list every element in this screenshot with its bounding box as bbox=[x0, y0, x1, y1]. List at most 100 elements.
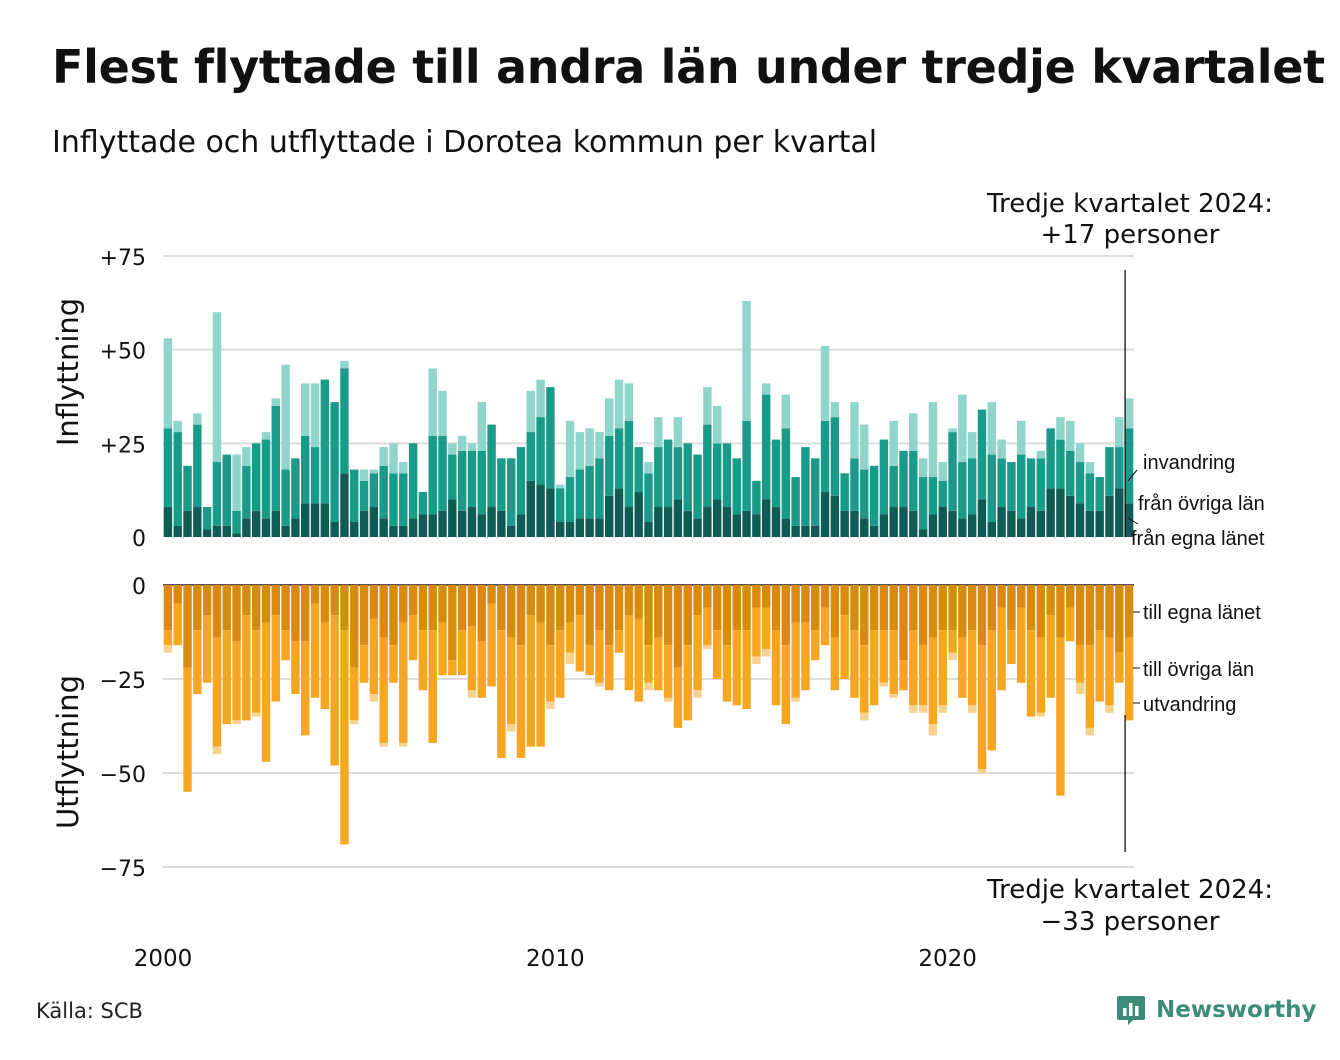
bar-out-ovriga bbox=[909, 630, 918, 706]
bar-in-ovriga bbox=[605, 435, 614, 496]
bar-in-egna bbox=[497, 510, 506, 537]
bar-out-egna bbox=[1066, 585, 1075, 608]
bar-out-ovriga bbox=[918, 645, 928, 706]
bar-in-ovriga bbox=[1124, 428, 1134, 504]
bar-out-egna bbox=[359, 585, 369, 646]
bar-in-ovriga bbox=[703, 424, 712, 508]
bar-out-egna bbox=[369, 585, 379, 619]
bar-in-egna bbox=[408, 518, 418, 537]
bar-out-ovriga bbox=[1036, 637, 1046, 713]
bar-out-ovriga bbox=[516, 645, 526, 758]
y-tick-label-top: +25 bbox=[100, 433, 146, 458]
bar-in-egna bbox=[418, 514, 428, 537]
bar-out-egna bbox=[575, 585, 585, 616]
bar-out-ovriga bbox=[1115, 652, 1124, 683]
bar-out-egna bbox=[330, 585, 339, 616]
bar-in-egna bbox=[1124, 503, 1134, 537]
bar-in-ovriga bbox=[791, 477, 800, 526]
bar-in-egna bbox=[771, 507, 781, 537]
bar-in-egna bbox=[575, 518, 585, 537]
bar-out-utvandring bbox=[1075, 682, 1085, 695]
bar-in-invandring bbox=[193, 413, 202, 425]
bar-out-egna bbox=[938, 585, 947, 631]
bar-in-egna bbox=[879, 514, 889, 537]
bar-in-invandring bbox=[212, 312, 222, 463]
bar-in-ovriga bbox=[193, 424, 202, 508]
bar-out-utvandring bbox=[644, 682, 653, 691]
bar-out-egna bbox=[860, 585, 869, 646]
bar-in-egna bbox=[585, 518, 594, 537]
bar-in-ovriga bbox=[1075, 462, 1085, 504]
bar-out-egna bbox=[987, 585, 996, 631]
bar-in-egna bbox=[1095, 510, 1104, 537]
bar-out-utvandring bbox=[1085, 727, 1095, 736]
bar-in-egna bbox=[909, 510, 918, 537]
bar-out-ovriga bbox=[379, 637, 388, 743]
bar-out-ovriga bbox=[193, 630, 202, 695]
bar-in-egna bbox=[761, 499, 771, 537]
bar-in-egna bbox=[193, 507, 202, 537]
bar-out-ovriga bbox=[1095, 630, 1104, 702]
bar-out-utvandring bbox=[693, 690, 702, 698]
bar-in-ovriga bbox=[742, 420, 751, 511]
bar-in-invandring bbox=[958, 394, 967, 463]
bar-in-invandring bbox=[536, 379, 545, 418]
bar-in-egna bbox=[997, 507, 1006, 537]
bar-in-ovriga bbox=[330, 402, 339, 523]
bar-in-ovriga bbox=[997, 458, 1006, 508]
bar-in-egna bbox=[399, 525, 408, 537]
bar-out-ovriga bbox=[369, 618, 379, 695]
bar-in-invandring bbox=[457, 435, 467, 451]
bar-in-egna bbox=[330, 522, 339, 537]
bar-in-invandring bbox=[1066, 420, 1075, 451]
bar-out-ovriga bbox=[614, 630, 624, 653]
bar-out-egna bbox=[556, 585, 565, 631]
bar-out-egna bbox=[585, 585, 594, 646]
bar-in-invandring bbox=[742, 300, 751, 421]
bar-out-ovriga bbox=[752, 607, 761, 657]
bar-out-egna bbox=[497, 585, 506, 631]
bar-out-egna bbox=[1056, 585, 1065, 638]
bar-out-egna bbox=[516, 585, 526, 646]
chart-subtitle: Inflyttade och utflyttade i Dorotea komm… bbox=[52, 125, 878, 160]
outflow-bars bbox=[163, 585, 1134, 845]
bar-in-invandring bbox=[261, 432, 271, 440]
bar-out-ovriga bbox=[448, 660, 457, 676]
bar-in-egna bbox=[379, 518, 388, 537]
bar-out-ovriga bbox=[281, 630, 290, 661]
bar-in-egna bbox=[222, 525, 231, 537]
bar-in-ovriga bbox=[811, 458, 820, 526]
bar-in-ovriga bbox=[457, 450, 467, 511]
bar-out-egna bbox=[536, 585, 545, 623]
bar-in-invandring bbox=[379, 447, 388, 466]
bar-in-invandring bbox=[820, 345, 830, 421]
bar-out-egna bbox=[526, 585, 536, 616]
bar-in-ovriga bbox=[212, 462, 222, 526]
bar-in-ovriga bbox=[693, 454, 702, 519]
bar-out-utvandring bbox=[595, 682, 604, 687]
bar-in-egna bbox=[987, 522, 996, 537]
bar-in-ovriga bbox=[1026, 458, 1036, 508]
bar-in-ovriga bbox=[222, 454, 231, 526]
bar-in-ovriga bbox=[320, 379, 330, 504]
bar-out-egna bbox=[467, 585, 477, 627]
bar-in-invandring bbox=[448, 443, 457, 455]
bar-out-egna bbox=[644, 585, 653, 646]
bar-in-invandring bbox=[948, 428, 957, 433]
bar-out-utvandring bbox=[791, 697, 800, 702]
bar-out-ovriga bbox=[291, 641, 300, 695]
bar-in-egna bbox=[703, 507, 712, 537]
bar-out-ovriga bbox=[202, 615, 212, 683]
bar-in-ovriga bbox=[340, 368, 349, 474]
bar-in-invandring bbox=[850, 402, 859, 459]
bar-out-egna bbox=[350, 585, 359, 668]
bar-in-egna bbox=[291, 518, 300, 537]
bar-out-ovriga bbox=[556, 630, 565, 698]
bar-out-egna bbox=[634, 585, 643, 619]
bar-out-ovriga bbox=[232, 641, 241, 721]
bar-out-ovriga bbox=[359, 645, 369, 683]
bar-in-egna bbox=[614, 488, 624, 537]
bar-in-egna bbox=[752, 514, 761, 537]
bar-in-ovriga bbox=[712, 443, 722, 500]
bar-out-egna bbox=[399, 585, 408, 623]
